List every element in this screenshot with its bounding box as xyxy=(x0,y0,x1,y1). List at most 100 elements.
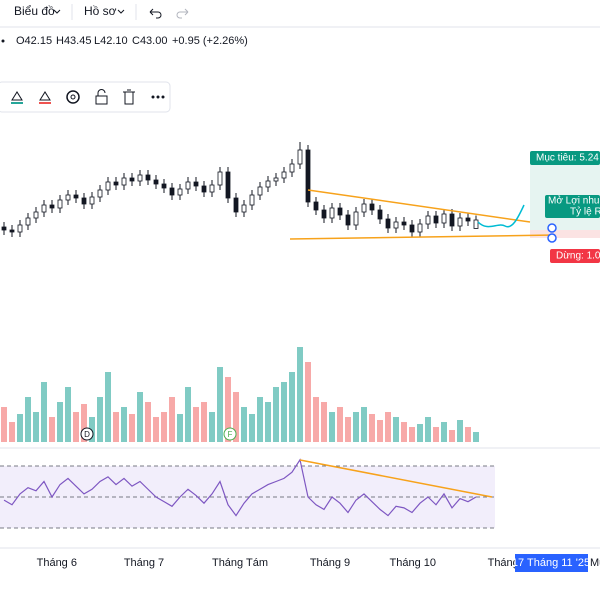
rsi-line xyxy=(3,458,477,517)
volume-bar xyxy=(441,422,447,442)
target-label: Mục tiêu: 5.24 ( xyxy=(536,153,600,164)
candle-body xyxy=(441,213,447,224)
volume-bar xyxy=(9,422,15,442)
volume-bar xyxy=(457,420,463,442)
candle-body xyxy=(33,211,39,219)
time-label: Tháng 6 xyxy=(37,557,77,569)
handle[interactable] xyxy=(547,233,557,243)
time-label: Tháng Tám xyxy=(212,557,268,569)
loss-zone xyxy=(530,230,600,238)
volume-bar xyxy=(161,412,167,442)
candle-body xyxy=(185,181,191,190)
volume-bar xyxy=(185,387,191,442)
ohlc-change: +0.95 (+2.26%) xyxy=(172,35,248,47)
candle-body xyxy=(41,204,47,213)
settings-button[interactable] xyxy=(66,90,80,104)
volume-bar xyxy=(297,347,303,442)
time-label: Tháng 9 xyxy=(310,557,350,569)
time-label: Tháng 10 xyxy=(390,557,436,569)
candle-body xyxy=(257,186,263,196)
volume-bar xyxy=(401,422,407,442)
pl-label-box xyxy=(545,195,600,218)
volume-bar xyxy=(41,382,47,442)
volume-bar xyxy=(153,417,159,442)
candle-body xyxy=(273,177,279,182)
delete-button[interactable] xyxy=(123,89,135,105)
volume-bar xyxy=(81,404,87,442)
volume-bar xyxy=(113,412,119,442)
volume-bar xyxy=(129,414,135,442)
line-tool[interactable] xyxy=(39,91,51,101)
candle-body xyxy=(233,197,239,213)
volume-bar xyxy=(393,417,399,442)
volume-bar xyxy=(289,372,295,442)
chevron xyxy=(53,9,61,14)
trend-line[interactable] xyxy=(289,234,556,240)
volume-bar xyxy=(137,392,143,442)
candle-body xyxy=(153,179,159,185)
candle-body xyxy=(297,149,303,165)
financial-marker[interactable] xyxy=(223,427,237,441)
redo-button[interactable] xyxy=(176,8,189,19)
candle-body xyxy=(161,183,167,189)
candle-body xyxy=(129,177,135,182)
candle-body xyxy=(345,214,351,226)
volume-bar xyxy=(217,367,223,442)
profile-menu[interactable]: Hồ sơ xyxy=(84,4,117,18)
volume-bar xyxy=(281,382,287,442)
candle-body xyxy=(17,224,23,233)
candle-body xyxy=(449,213,455,227)
volume-bar xyxy=(265,402,271,442)
candle-body xyxy=(281,171,287,179)
candle-body xyxy=(201,185,207,193)
chart-menu[interactable]: Biểu đồ xyxy=(14,4,55,18)
more-button[interactable] xyxy=(151,95,165,99)
ohlc-close: C43.00 xyxy=(132,35,167,47)
lock-button[interactable] xyxy=(95,95,108,105)
undo-button[interactable] xyxy=(149,8,162,19)
volume-bar xyxy=(193,407,199,442)
candle-body xyxy=(57,199,63,209)
volume-bar xyxy=(145,402,151,442)
volume-bar xyxy=(345,417,351,442)
volume-bar xyxy=(449,430,455,442)
handle[interactable] xyxy=(547,223,557,233)
volume-bar xyxy=(65,387,71,442)
pl-label: Mở Lợi nhuậ xyxy=(548,195,600,207)
price-pane xyxy=(1,142,479,237)
time-axis: Tháng 6 Tháng 7 Tháng Tám Tháng 9 Tháng 10 Th… xyxy=(37,557,519,569)
trend-line[interactable] xyxy=(299,459,493,498)
candle-body xyxy=(377,209,383,220)
candle-body xyxy=(361,203,367,213)
volume-bar xyxy=(209,412,215,442)
candle-body xyxy=(145,174,151,181)
candle-body xyxy=(305,149,311,203)
color-swatch xyxy=(11,102,23,104)
stop-label-box xyxy=(550,249,600,263)
volume-bar xyxy=(169,397,175,442)
volume-bar xyxy=(465,427,471,442)
volume-bar xyxy=(49,417,55,442)
candle-body xyxy=(393,221,399,229)
candle-body xyxy=(193,181,199,187)
candle-body xyxy=(137,174,143,182)
volume-bar xyxy=(105,372,111,442)
candle-body xyxy=(353,211,359,226)
current-date: 17 Tháng 11 '25 xyxy=(512,557,590,569)
volume-bar xyxy=(257,397,263,442)
candle-body xyxy=(217,171,223,186)
trend-line[interactable] xyxy=(307,189,531,223)
target-label-box xyxy=(530,151,600,165)
dividend-marker[interactable] xyxy=(80,427,94,441)
dot xyxy=(1,39,5,43)
candle-body xyxy=(337,207,343,216)
candle-body xyxy=(177,188,183,196)
volume-bar xyxy=(353,412,359,442)
fill-tool[interactable] xyxy=(11,91,23,101)
dot xyxy=(161,95,165,99)
volume-bar xyxy=(57,402,63,442)
candle-body xyxy=(289,163,295,173)
volume-bar xyxy=(417,424,423,442)
ohlc-high: H43.45 xyxy=(56,35,91,47)
